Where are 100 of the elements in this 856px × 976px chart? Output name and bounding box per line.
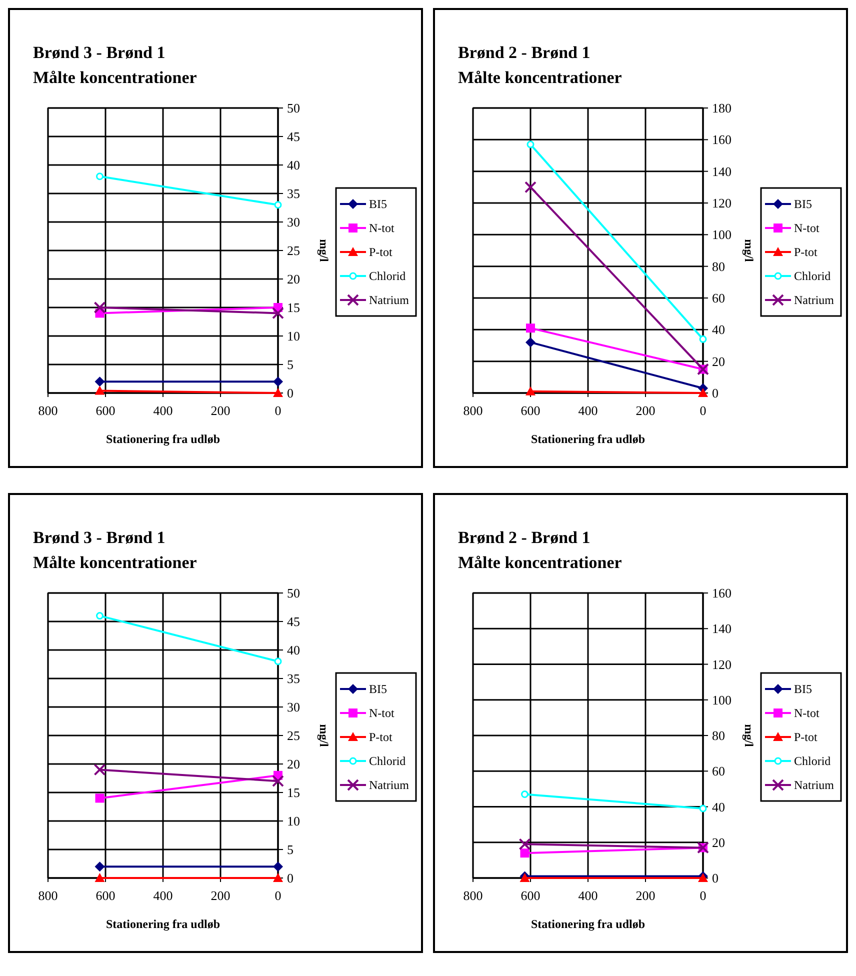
x-tick-label: 400 [153, 888, 173, 903]
x-tick-label: 200 [636, 888, 656, 903]
point [96, 172, 104, 180]
y-tick-label: 15 [287, 300, 300, 316]
y-tick-label: 0 [712, 386, 718, 401]
y-tick-label: 40 [712, 799, 725, 814]
x-tick-label: 400 [578, 888, 598, 903]
y-tick-label: 120 [712, 196, 732, 211]
legend-label: P-tot [794, 730, 818, 744]
chart-subtitle: Målte koncentrationer [33, 68, 198, 87]
y-axis-title: mg/l [317, 724, 331, 748]
x-tick-label: 600 [96, 403, 116, 418]
chart-title: Brønd 2 - Brønd 1 [458, 528, 590, 547]
y-tick-label: 30 [287, 700, 300, 715]
y-tick-label: 50 [287, 586, 300, 601]
y-tick-label: 30 [287, 214, 300, 230]
y-tick-label: 100 [712, 227, 732, 242]
legend-label: N-tot [794, 706, 820, 720]
chart-subtitle: Målte koncentrationer [33, 553, 198, 572]
y-tick-label: 10 [287, 814, 300, 829]
x-tick-label: 800 [463, 888, 483, 903]
legend-label: P-tot [369, 245, 394, 260]
y-tick-label: 120 [712, 656, 732, 672]
legend-label: P-tot [369, 730, 394, 744]
y-tick-label: 40 [712, 322, 725, 338]
point [520, 848, 530, 858]
y-tick-label: 35 [287, 671, 300, 686]
y-tick-label: 0 [712, 870, 718, 886]
x-tick-label: 200 [210, 403, 230, 418]
x-tick-label: 600 [520, 888, 540, 903]
y-tick-label: 50 [287, 100, 300, 116]
y-tick-label: 20 [287, 272, 300, 287]
chart-subtitle: Målte koncentrationer [458, 68, 622, 87]
legend-label: BI5 [794, 682, 812, 696]
x-tick-label: 400 [153, 403, 173, 418]
point [96, 612, 104, 620]
x-tick-label: 800 [38, 888, 58, 903]
chart-subtitle: Målte koncentrationer [458, 553, 622, 572]
y-axis-title: mg/l [742, 239, 756, 262]
legend-label: BI5 [369, 197, 387, 212]
x-tick-label: 0 [700, 403, 706, 418]
y-tick-label: 25 [287, 243, 300, 258]
legend-label: N-tot [369, 706, 395, 720]
chart-title: Brønd 2 - Brønd 1 [458, 43, 590, 62]
point [95, 794, 104, 803]
y-axis-title: mg/l [742, 724, 756, 748]
legend-label: N-tot [369, 221, 395, 236]
legend-label: Natrium [369, 778, 410, 792]
x-tick-label: 800 [38, 403, 58, 418]
y-tick-label: 5 [287, 842, 294, 858]
x-axis-title: Stationering fra udløb [106, 917, 220, 931]
x-tick-label: 600 [96, 888, 116, 903]
y-tick-label: 20 [712, 354, 725, 369]
y-tick-label: 45 [287, 129, 300, 144]
point [521, 790, 528, 798]
chart-title: Brønd 3 - Brønd 1 [33, 528, 166, 547]
x-tick-label: 400 [578, 403, 598, 418]
y-tick-label: 20 [712, 834, 725, 850]
y-tick-label: 40 [287, 158, 300, 173]
y-tick-label: 100 [712, 692, 732, 708]
chart-title: Brønd 3 - Brønd 1 [33, 43, 166, 62]
y-tick-label: 5 [287, 357, 294, 372]
y-tick-label: 160 [712, 132, 732, 148]
x-axis-title: Stationering fra udløb [530, 917, 646, 931]
legend-label: N-tot [794, 221, 820, 236]
y-tick-label: 35 [287, 186, 300, 202]
point [526, 337, 536, 348]
point [273, 862, 283, 872]
y-tick-label: 20 [287, 756, 300, 772]
point [699, 335, 707, 343]
y-tick-label: 60 [712, 290, 725, 306]
point [272, 307, 284, 320]
point [94, 302, 106, 314]
x-tick-label: 0 [274, 403, 282, 418]
y-tick-label: 60 [712, 764, 725, 779]
x-axis-title: Stationering fra udløb [106, 432, 220, 446]
legend-label: Chlorid [369, 269, 406, 284]
x-tick-label: 800 [463, 403, 483, 418]
point [526, 140, 534, 148]
y-tick-label: 0 [287, 386, 294, 401]
legend-label: Natrium [369, 293, 410, 308]
y-tick-label: 25 [287, 728, 300, 744]
point [273, 376, 283, 387]
legend-label: Natrium [794, 293, 835, 308]
point [274, 658, 282, 666]
x-tick-label: 0 [700, 888, 706, 903]
y-tick-label: 0 [287, 870, 294, 886]
y-tick-label: 80 [712, 728, 725, 744]
x-tick-label: 0 [274, 888, 282, 903]
point [274, 201, 282, 209]
legend-label: P-tot [794, 245, 818, 260]
x-axis-title: Stationering fra udløb [530, 432, 646, 446]
y-tick-label: 140 [712, 621, 732, 636]
y-tick-label: 80 [712, 258, 725, 274]
y-tick-label: 10 [287, 328, 300, 344]
x-tick-label: 200 [210, 888, 230, 903]
point [272, 775, 284, 788]
y-tick-label: 45 [287, 614, 300, 630]
y-tick-label: 140 [712, 164, 732, 179]
y-tick-label: 180 [712, 100, 732, 116]
